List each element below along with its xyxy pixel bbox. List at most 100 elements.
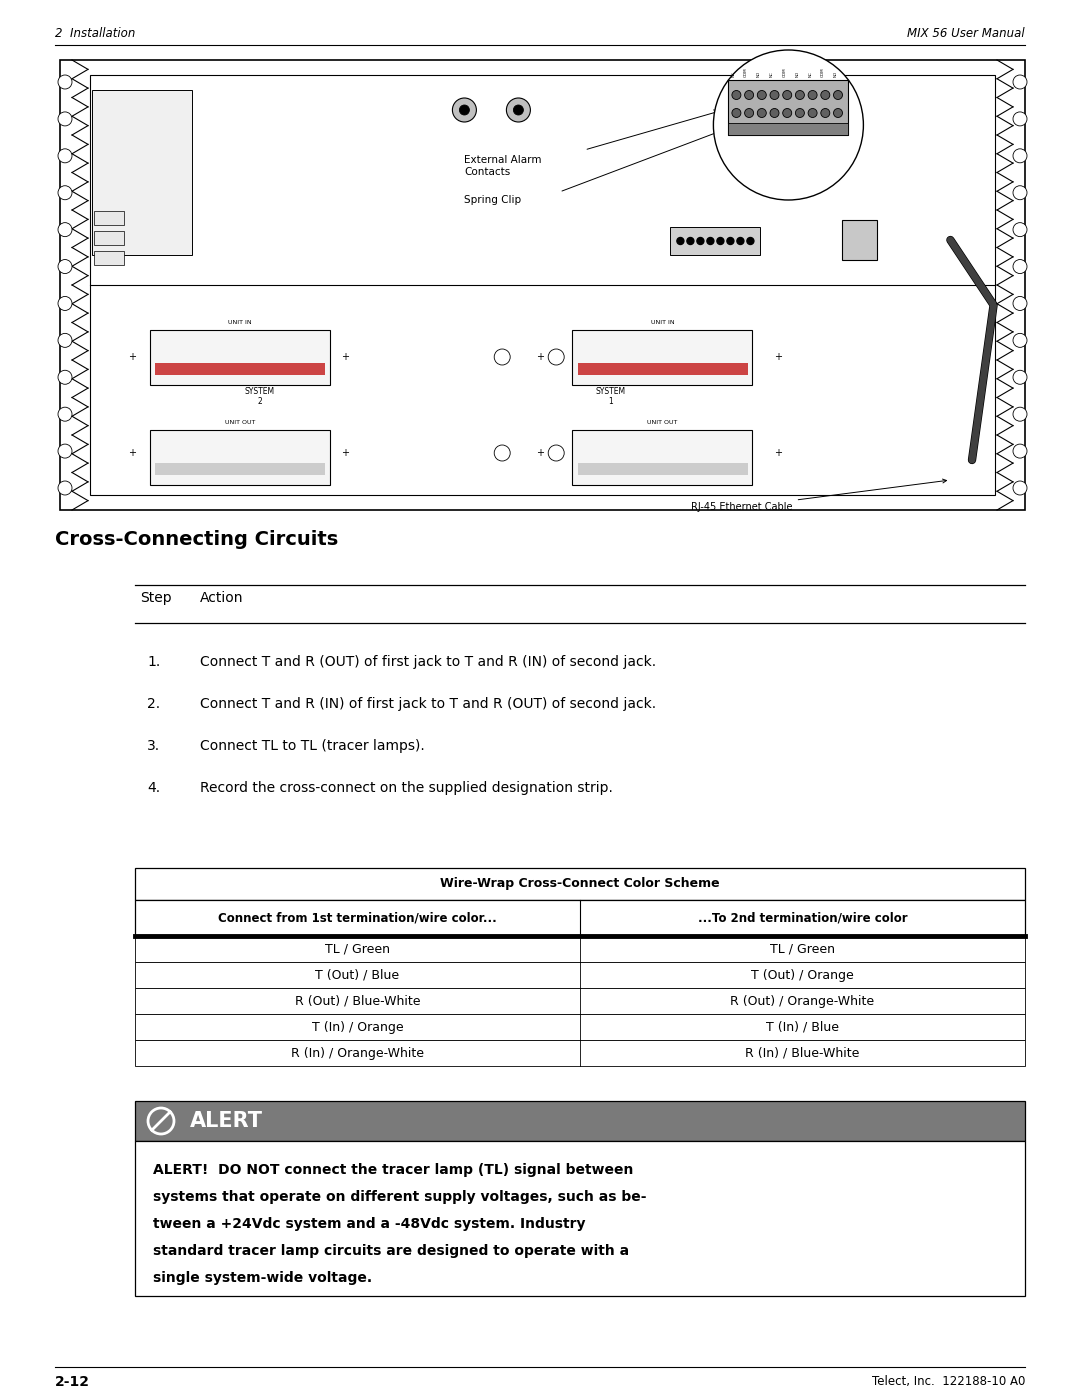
Text: ...To 2nd termination/wire color: ...To 2nd termination/wire color — [698, 911, 907, 925]
Circle shape — [737, 237, 744, 244]
Circle shape — [697, 237, 704, 244]
Circle shape — [1013, 260, 1027, 274]
Circle shape — [1013, 112, 1027, 126]
Circle shape — [795, 91, 805, 99]
Circle shape — [549, 446, 564, 461]
Circle shape — [783, 109, 792, 117]
Circle shape — [714, 50, 863, 200]
Circle shape — [58, 296, 72, 310]
Circle shape — [58, 222, 72, 236]
Text: +: + — [129, 448, 136, 458]
Bar — [94, 231, 124, 244]
Text: +: + — [773, 448, 782, 458]
Bar — [135, 900, 1025, 936]
Text: ALERT: ALERT — [190, 1111, 264, 1132]
Circle shape — [58, 370, 72, 384]
Circle shape — [757, 91, 767, 99]
Bar — [156, 462, 325, 475]
Text: +: + — [536, 352, 544, 362]
Text: NO: NO — [795, 71, 799, 77]
Bar — [135, 1014, 1025, 1039]
Circle shape — [757, 109, 767, 117]
Circle shape — [549, 349, 564, 365]
Text: Spring Clip: Spring Clip — [464, 196, 522, 205]
Text: T (In) / Blue: T (In) / Blue — [766, 1020, 839, 1034]
Bar — [578, 363, 747, 374]
Text: Step: Step — [140, 591, 172, 605]
Text: R (Out) / Blue-White: R (Out) / Blue-White — [295, 995, 420, 1007]
Circle shape — [1013, 75, 1027, 89]
Bar — [578, 462, 747, 475]
Text: NO: NO — [834, 71, 838, 77]
Circle shape — [58, 186, 72, 200]
Text: TL / Green: TL / Green — [770, 943, 835, 956]
Circle shape — [747, 237, 754, 244]
Circle shape — [677, 237, 684, 244]
Circle shape — [821, 91, 829, 99]
Text: R (In) / Orange-White: R (In) / Orange-White — [291, 1046, 424, 1059]
Circle shape — [1013, 296, 1027, 310]
Circle shape — [1013, 222, 1027, 236]
Text: Record the cross-connect on the supplied designation strip.: Record the cross-connect on the supplied… — [200, 781, 612, 795]
Circle shape — [834, 91, 842, 99]
Circle shape — [1013, 149, 1027, 163]
Circle shape — [58, 444, 72, 458]
Bar — [90, 75, 995, 495]
Circle shape — [717, 237, 724, 244]
Circle shape — [783, 91, 792, 99]
Text: COM: COM — [821, 67, 825, 77]
Circle shape — [58, 149, 72, 163]
Circle shape — [1013, 481, 1027, 495]
Text: UNIT OUT: UNIT OUT — [647, 420, 677, 425]
Text: +: + — [341, 352, 349, 362]
Bar — [135, 1141, 1025, 1296]
Bar — [135, 1101, 1025, 1141]
Text: ALERT!  DO NOT connect the tracer lamp (TL) signal between: ALERT! DO NOT connect the tracer lamp (T… — [153, 1162, 633, 1178]
Bar — [150, 430, 330, 485]
Text: UNIT OUT: UNIT OUT — [225, 420, 255, 425]
Circle shape — [148, 1108, 174, 1134]
Bar — [135, 963, 1025, 988]
Text: TL / Green: TL / Green — [325, 943, 390, 956]
Circle shape — [513, 105, 524, 115]
Circle shape — [821, 109, 829, 117]
Bar — [94, 211, 124, 225]
Text: UNIT IN: UNIT IN — [228, 320, 252, 326]
Text: COM: COM — [783, 67, 786, 77]
Circle shape — [495, 446, 510, 461]
Circle shape — [58, 260, 72, 274]
Circle shape — [58, 334, 72, 348]
Text: Action: Action — [200, 591, 243, 605]
Circle shape — [732, 109, 741, 117]
Text: single system-wide voltage.: single system-wide voltage. — [153, 1271, 373, 1285]
Text: External Alarm
Contacts: External Alarm Contacts — [464, 155, 542, 176]
Circle shape — [58, 407, 72, 420]
Circle shape — [58, 112, 72, 126]
Text: 4.: 4. — [147, 781, 160, 795]
Circle shape — [58, 75, 72, 89]
Text: Telect, Inc.  122188-10 A0: Telect, Inc. 122188-10 A0 — [872, 1375, 1025, 1389]
Text: RJ-45 Ethernet Cable: RJ-45 Ethernet Cable — [691, 479, 946, 511]
Circle shape — [459, 105, 470, 115]
Text: NO: NO — [757, 71, 761, 77]
Text: NC: NC — [808, 71, 812, 77]
Text: Connect T and R (OUT) of first jack to T and R (IN) of second jack.: Connect T and R (OUT) of first jack to T… — [200, 655, 657, 669]
Circle shape — [808, 109, 818, 117]
Bar — [728, 123, 849, 136]
Text: UNIT IN: UNIT IN — [650, 320, 674, 326]
Circle shape — [744, 109, 754, 117]
Text: R (Out) / Orange-White: R (Out) / Orange-White — [730, 995, 875, 1007]
Circle shape — [146, 1105, 176, 1137]
Circle shape — [1013, 407, 1027, 420]
Text: +: + — [536, 448, 544, 458]
Circle shape — [1013, 444, 1027, 458]
Text: Connect TL to TL (tracer lamps).: Connect TL to TL (tracer lamps). — [200, 739, 424, 753]
Text: systems that operate on different supply voltages, such as be-: systems that operate on different supply… — [153, 1190, 647, 1204]
Circle shape — [732, 91, 741, 99]
Bar — [135, 936, 1025, 963]
Circle shape — [687, 237, 693, 244]
Bar — [842, 219, 877, 260]
Text: T (In) / Orange: T (In) / Orange — [312, 1020, 403, 1034]
Text: 2-12: 2-12 — [55, 1375, 90, 1389]
Bar — [92, 89, 192, 256]
